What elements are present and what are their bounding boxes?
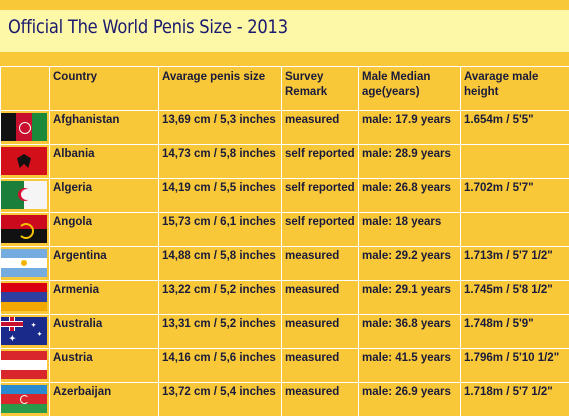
- size-cell: 13,31 cm / 5,2 inches: [159, 315, 282, 349]
- height-cell: 1.796m / 5'10 1/2": [461, 349, 569, 383]
- age-cell: male: 28.9 years: [359, 145, 461, 179]
- size-cell: 14,73 cm / 5,8 inches: [159, 145, 282, 179]
- remark-cell: measured: [282, 111, 359, 145]
- age-cell: male: 29.2 years: [359, 247, 461, 281]
- flag-cell: [1, 213, 50, 247]
- afghanistan-flag-icon: [1, 113, 47, 141]
- country-cell: Australia: [50, 315, 159, 349]
- remark-column-header: Survey Remark: [282, 67, 359, 111]
- country-cell: Albania: [50, 145, 159, 179]
- country-cell: Argentina: [50, 247, 159, 281]
- remark-cell: self reported: [282, 213, 359, 247]
- remark-cell: measured: [282, 315, 359, 349]
- size-cell: 14,16 cm / 5,6 inches: [159, 349, 282, 383]
- height-column-header: Avarage male height: [461, 67, 569, 111]
- header-band: [0, 52, 569, 66]
- penis-size-table: Country Avarage penis size Survey Remark…: [0, 66, 569, 417]
- height-cell: 1.745m / 5'8 1/2": [461, 281, 569, 315]
- angola-flag-icon: [1, 215, 47, 243]
- age-cell: male: 17.9 years: [359, 111, 461, 145]
- size-column-header: Avarage penis size: [159, 67, 282, 111]
- height-cell: [461, 213, 569, 247]
- country-column-header: Country: [50, 67, 159, 111]
- age-cell: male: 26.8 years: [359, 179, 461, 213]
- size-cell: 15,73 cm / 6,1 inches: [159, 213, 282, 247]
- albania-flag-icon: [1, 147, 47, 175]
- country-cell: Austria: [50, 349, 159, 383]
- size-cell: 14,88 cm / 5,8 inches: [159, 247, 282, 281]
- height-cell: 1.748m / 5'9": [461, 315, 569, 349]
- country-cell: Algeria: [50, 179, 159, 213]
- flag-cell: [1, 349, 50, 383]
- austria-flag-icon: [1, 351, 47, 379]
- argentina-flag-icon: [1, 249, 47, 277]
- height-cell: 1.713m / 5'7 1/2": [461, 247, 569, 281]
- age-cell: male: 41.5 years: [359, 349, 461, 383]
- remark-cell: measured: [282, 281, 359, 315]
- table-header-row: Country Avarage penis size Survey Remark…: [1, 67, 569, 111]
- remark-cell: self reported: [282, 145, 359, 179]
- country-cell: Angola: [50, 213, 159, 247]
- height-cell: 1.702m / 5'7": [461, 179, 569, 213]
- age-cell: male: 29.1 years: [359, 281, 461, 315]
- flag-cell: [1, 145, 50, 179]
- height-cell: 1.654m / 5'5": [461, 111, 569, 145]
- size-cell: 14,19 cm / 5,5 inches: [159, 179, 282, 213]
- top-band: [0, 0, 569, 10]
- flag-cell: [1, 281, 50, 315]
- flag-cell: [1, 179, 50, 213]
- flag-cell: ✦✦✦: [1, 315, 50, 349]
- size-cell: 13,22 cm / 5,2 inches: [159, 281, 282, 315]
- remark-header-text: Survey Remark: [285, 71, 327, 98]
- australia-flag-icon: ✦✦✦: [1, 317, 47, 345]
- age-cell: male: 36.8 years: [359, 315, 461, 349]
- page-title: Official The World Penis Size - 2013: [8, 16, 288, 38]
- age-column-header: Male Median age(years): [359, 67, 461, 111]
- azerbaijan-flag-icon: [1, 385, 47, 413]
- size-cell: 13,69 cm / 5,3 inches: [159, 111, 282, 145]
- remark-cell: measured: [282, 349, 359, 383]
- height-header-text: Avarage male height: [464, 71, 538, 98]
- height-cell: [461, 145, 569, 179]
- flag-cell: [1, 111, 50, 145]
- age-cell: male: 18 years: [359, 213, 461, 247]
- remark-cell: measured: [282, 247, 359, 281]
- flag-column-header: [1, 67, 50, 111]
- remark-cell: self reported: [282, 179, 359, 213]
- algeria-flag-icon: [1, 181, 47, 209]
- country-cell: Afghanistan: [50, 111, 159, 145]
- flag-cell: [1, 247, 50, 281]
- age-header-text: Male Median age(years): [362, 71, 430, 98]
- armenia-flag-icon: [1, 283, 47, 311]
- country-cell: Armenia: [50, 281, 159, 315]
